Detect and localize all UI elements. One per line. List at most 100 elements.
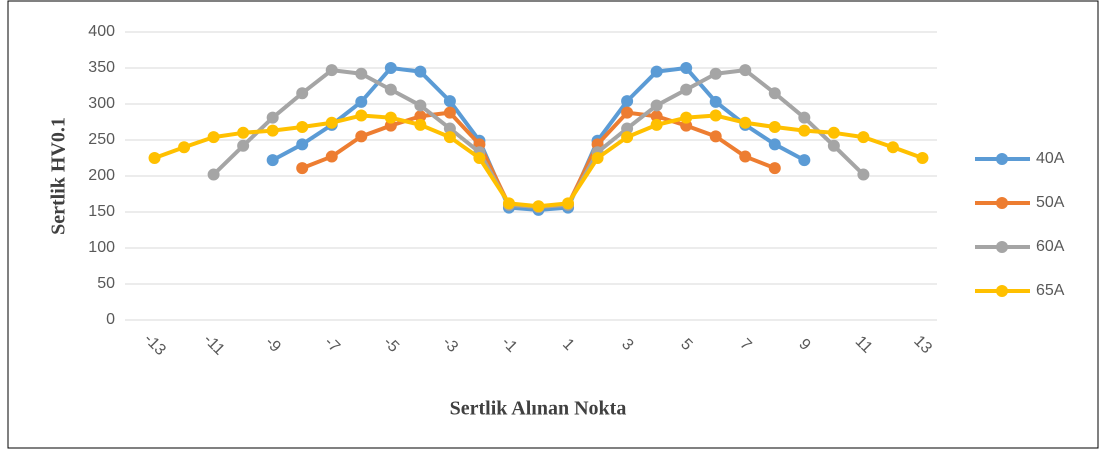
data-point: [621, 131, 634, 144]
data-point: [266, 154, 279, 167]
data-point: [355, 130, 368, 143]
data-point: [827, 126, 840, 139]
y-axis-title: Sertlik HV0.1: [48, 117, 70, 235]
legend-label: 60A: [1036, 238, 1065, 255]
legend-label: 40A: [1036, 150, 1065, 167]
data-point: [798, 124, 811, 137]
legend-label: 50A: [1036, 194, 1065, 211]
data-point: [650, 110, 663, 123]
x-tick-label: 13: [910, 332, 935, 357]
frame: [7, 0, 1099, 449]
data-point: [709, 95, 722, 108]
y-tick-label: 350: [88, 59, 115, 76]
data-point: [827, 139, 840, 152]
data-point: [798, 154, 811, 167]
data-point: [384, 83, 397, 96]
data-point: [414, 110, 427, 123]
data-point: [207, 131, 220, 144]
data-point: [266, 111, 279, 124]
y-tick-label: 0: [106, 311, 115, 328]
data-point: [650, 65, 663, 78]
data-point: [355, 109, 368, 122]
y-tick-label: 400: [88, 23, 115, 40]
data-point: [296, 162, 309, 175]
data-point: [502, 197, 515, 210]
data-point: [266, 124, 279, 137]
data-point: [709, 109, 722, 122]
data-point: [296, 87, 309, 100]
x-tick-label: 11: [852, 333, 876, 357]
x-tick-label: -3: [439, 334, 461, 356]
y-tick-label: 100: [88, 239, 115, 256]
data-point: [680, 83, 693, 96]
data-point: [355, 95, 368, 108]
legend-marker: [996, 241, 1008, 253]
data-point: [621, 95, 634, 108]
data-point: [562, 197, 575, 210]
series-line: [271, 66, 806, 212]
x-tick-label: 9: [795, 336, 813, 354]
x-axis-title: Sertlik Alınan Nokta: [450, 398, 627, 420]
legend-marker: [996, 285, 1008, 297]
data-point: [325, 116, 338, 129]
data-point: [414, 118, 427, 131]
x-tick-label: -7: [321, 334, 343, 356]
data-point: [739, 116, 752, 129]
data-point: [532, 200, 545, 213]
data-point: [443, 122, 456, 135]
data-point: [355, 67, 368, 80]
data-point: [739, 150, 752, 163]
data-point: [414, 65, 427, 78]
data-point: [296, 121, 309, 134]
data-point: [237, 126, 250, 139]
data-point: [325, 150, 338, 163]
data-point: [414, 99, 427, 112]
data-point: [296, 138, 309, 151]
data-point: [591, 152, 604, 164]
data-point: [709, 67, 722, 80]
data-point: [443, 131, 456, 144]
data-point: [384, 111, 397, 124]
x-tick-label: 3: [618, 336, 636, 354]
x-tick-label: 5: [677, 336, 695, 354]
data-point: [237, 139, 250, 152]
data-point: [443, 95, 456, 108]
y-tick-label: 250: [88, 131, 115, 148]
x-tick-label: 7: [736, 336, 754, 354]
data-point: [384, 62, 397, 74]
legend-marker: [996, 197, 1008, 209]
x-tick-label: -5: [380, 334, 402, 356]
data-point: [709, 130, 722, 143]
data-point: [621, 106, 634, 119]
data-point: [650, 99, 663, 112]
data-point: [768, 87, 781, 100]
data-point: [178, 141, 191, 154]
x-tick-label: -13: [141, 331, 169, 359]
data-point: [886, 141, 899, 154]
data-point: [473, 152, 486, 164]
data-point: [680, 111, 693, 124]
y-tick-label: 300: [88, 95, 115, 112]
x-tick-label: -9: [262, 334, 284, 356]
y-tick-label: 200: [88, 167, 115, 184]
data-point: [207, 168, 220, 181]
data-point: [325, 64, 338, 77]
x-tick-label: -11: [200, 331, 228, 359]
data-point: [798, 111, 811, 124]
data-point: [621, 122, 634, 135]
data-point: [857, 131, 870, 144]
legend-marker: [996, 153, 1008, 165]
data-point: [916, 152, 929, 164]
x-tick-label: 1: [559, 336, 577, 354]
y-tick-label: 50: [97, 275, 115, 292]
data-point: [768, 121, 781, 134]
x-tick-label: -1: [498, 334, 520, 356]
legend-label: 65A: [1036, 282, 1065, 299]
data-point: [680, 62, 693, 74]
data-point: [768, 138, 781, 151]
data-point: [768, 162, 781, 175]
y-tick-label: 150: [88, 203, 115, 220]
series-line: [301, 110, 776, 209]
data-point: [739, 64, 752, 77]
